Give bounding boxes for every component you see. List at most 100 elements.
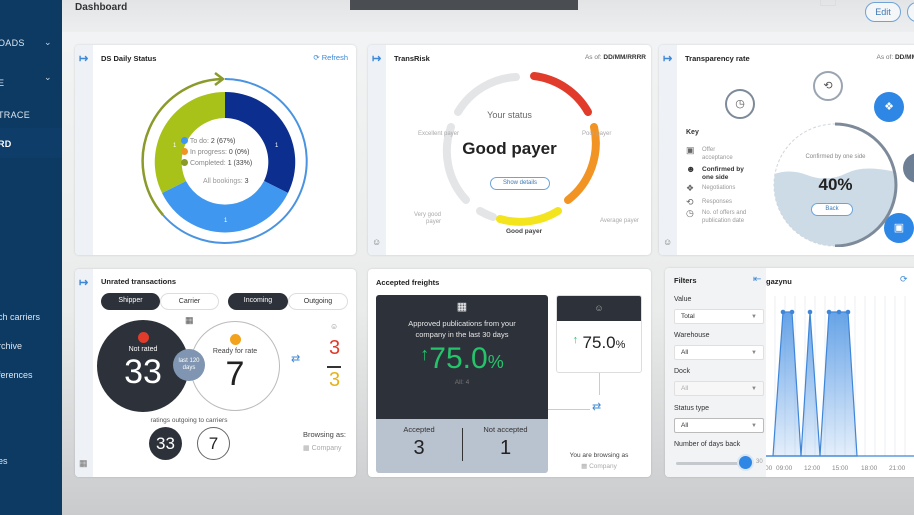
user-check-icon: ☻ [686,164,696,174]
slider-thumb[interactable] [739,456,752,469]
sidebar-item-archive[interactable]: rchive [0,341,23,351]
svg-text:15:00: 15:00 [832,465,849,472]
progress-arrow-icon [214,72,226,86]
show-details-button[interactable]: Show details [490,177,550,190]
negotiations-bubble[interactable]: ❖ [874,92,904,122]
swap-arrows-icon[interactable]: ⇄ [291,353,301,365]
status-type-select[interactable]: All ▼ [674,418,764,433]
filter-label-warehouse: Warehouse [674,332,710,339]
card-title: DS Daily Status [101,54,157,63]
edit-button[interactable]: Edit [865,2,901,22]
arc-very-good [442,123,470,204]
expand-arrow-icon[interactable]: ↦ [663,53,673,65]
filter-label-status-type: Status type [674,405,710,412]
reply-icon: ⟲ [823,80,833,92]
chat-bubbles-icon: ❖ [686,183,695,193]
label-average: Average payer [600,218,639,224]
building-icon: ▦ [581,463,588,470]
clock-circle[interactable]: ◷ [725,89,755,119]
status-value: Good payer [462,139,557,158]
chevron-down-icon[interactable]: ⌄ [44,72,52,82]
refresh-icon[interactable]: ⟳ [900,274,908,284]
browsing-as-label: Browsing as: [303,430,346,439]
gauge-value: 40% [818,175,853,194]
tab-outgoing[interactable]: Outgoing [288,293,348,310]
sidebar-item-es[interactable]: es [0,456,8,466]
card-title: TransRisk [394,54,430,63]
dock-select[interactable]: All ▼ [674,381,764,396]
tab-shipper[interactable]: Shipper [101,293,160,310]
chevron-down-icon[interactable]: ⌄ [44,37,52,47]
filter-label-dock: Dock [674,368,690,375]
swap-arrows-icon[interactable]: ⇄ [592,401,602,413]
offer-acceptance-bubble[interactable]: ▣ [884,213,914,243]
days-back-slider[interactable] [676,462,746,465]
overlay-button[interactable] [820,0,836,6]
orange-status-dot [229,334,241,345]
refresh-button[interactable]: ⟳ Refresh [313,53,348,62]
legend-item-todo: To do: 2 (67%) [181,136,252,147]
chevron-down-icon: ▼ [751,423,757,429]
accepted-freights-card: Accepted freights ▦ Approved publication… [368,269,651,477]
outgoing-not-rated[interactable]: 33 [149,427,182,460]
clock-icon: ◷ [686,208,694,218]
all-bookings: All bookings: 3 [203,178,249,185]
sidebar: OADS ⌄ E ⌄ TRACE RD ch carriers rchive f… [0,0,62,515]
browsing-value: ▦ Company [581,463,617,470]
arc-good [496,207,562,226]
ratio-bottom: 3 [329,369,341,391]
users-icon: ☺ [330,322,339,331]
sidebar-item-preferences[interactable]: ferences [0,370,33,380]
back-button[interactable]: Back [811,203,853,216]
clock-icon: ◷ [735,98,745,110]
legend-item-completed: Completed: 1 (33%) [181,158,252,169]
chevron-down-icon: ▼ [751,314,757,320]
ready-label: Ready for rate [212,348,258,355]
accepted-label: Accepted [403,425,435,434]
sidebar-item-downloads[interactable]: OADS [0,38,25,48]
document-check-icon: ▣ [686,145,695,155]
sidebar-item-dashboard[interactable]: RD [0,139,12,149]
not-accepted-label: Not accepted [483,425,528,434]
label-excellent: Excellent payer [418,131,460,137]
key-item-negotiations: ❖ Negotiations [686,183,736,193]
not-rated-label: Not rated [128,346,158,353]
value-select[interactable]: Total ▼ [674,309,764,324]
label-poor: Poor payer [582,131,612,137]
warehouse-select[interactable]: All ▼ [674,345,764,360]
sidebar-item-e[interactable]: E [0,78,5,88]
chat-bubbles-icon: ❖ [884,101,894,113]
approved-percent: ↑75.0% [420,342,504,375]
expand-arrow-icon[interactable]: ↦ [372,53,382,65]
expand-arrow-icon[interactable]: ↦ [79,277,89,289]
area-chart: 00 09:00 12:00 15:00 18:00 21:00 [765,296,914,472]
collapse-arrow-icon[interactable]: ⇤ [753,274,762,285]
outgoing-ready[interactable]: 7 [197,427,230,460]
arc-average [564,123,600,204]
not-rated-value: 33 [124,353,162,391]
sidebar-item-search-carriers[interactable]: ch carriers [0,312,41,322]
ratio-divider [327,366,341,368]
card-strip: ↦ ▦ [75,269,93,477]
chart-title: gazynu [766,277,792,286]
users-icon: ☺ [372,237,382,247]
responses-circle[interactable]: ⟲ [813,71,843,101]
transparency-card: ↦☺ Transparency rate As of: DD/MM ◷ ⟲ ❖ … [659,45,914,255]
card-strip: ↦ ☺ [659,45,677,255]
period-badge: last 120 days [173,349,205,381]
donut-legend: To do: 2 (67%) In progress: 0 (0%) Compl… [181,136,252,169]
not-accepted-value: 1 [499,437,512,459]
segment-label: 1 [224,218,228,224]
tab-incoming[interactable]: Incoming [228,293,288,310]
refresh-icon: ⟳ [313,53,320,62]
svg-text:21:00: 21:00 [889,465,906,472]
building-icon: ▦ [456,301,468,313]
filter-label-value: Value [674,296,692,303]
card-strip: ↦ ☺ [368,45,386,255]
accepted-summary: Accepted 3 Not accepted 1 [376,419,548,473]
ready-for-rate-circle[interactable]: Ready for rate 7 [190,321,280,411]
tab-carrier[interactable]: Carrier [160,293,219,310]
expand-arrow-icon[interactable]: ↦ [79,53,89,65]
more-button[interactable] [907,2,914,22]
sidebar-item-trace[interactable]: TRACE [0,110,31,120]
